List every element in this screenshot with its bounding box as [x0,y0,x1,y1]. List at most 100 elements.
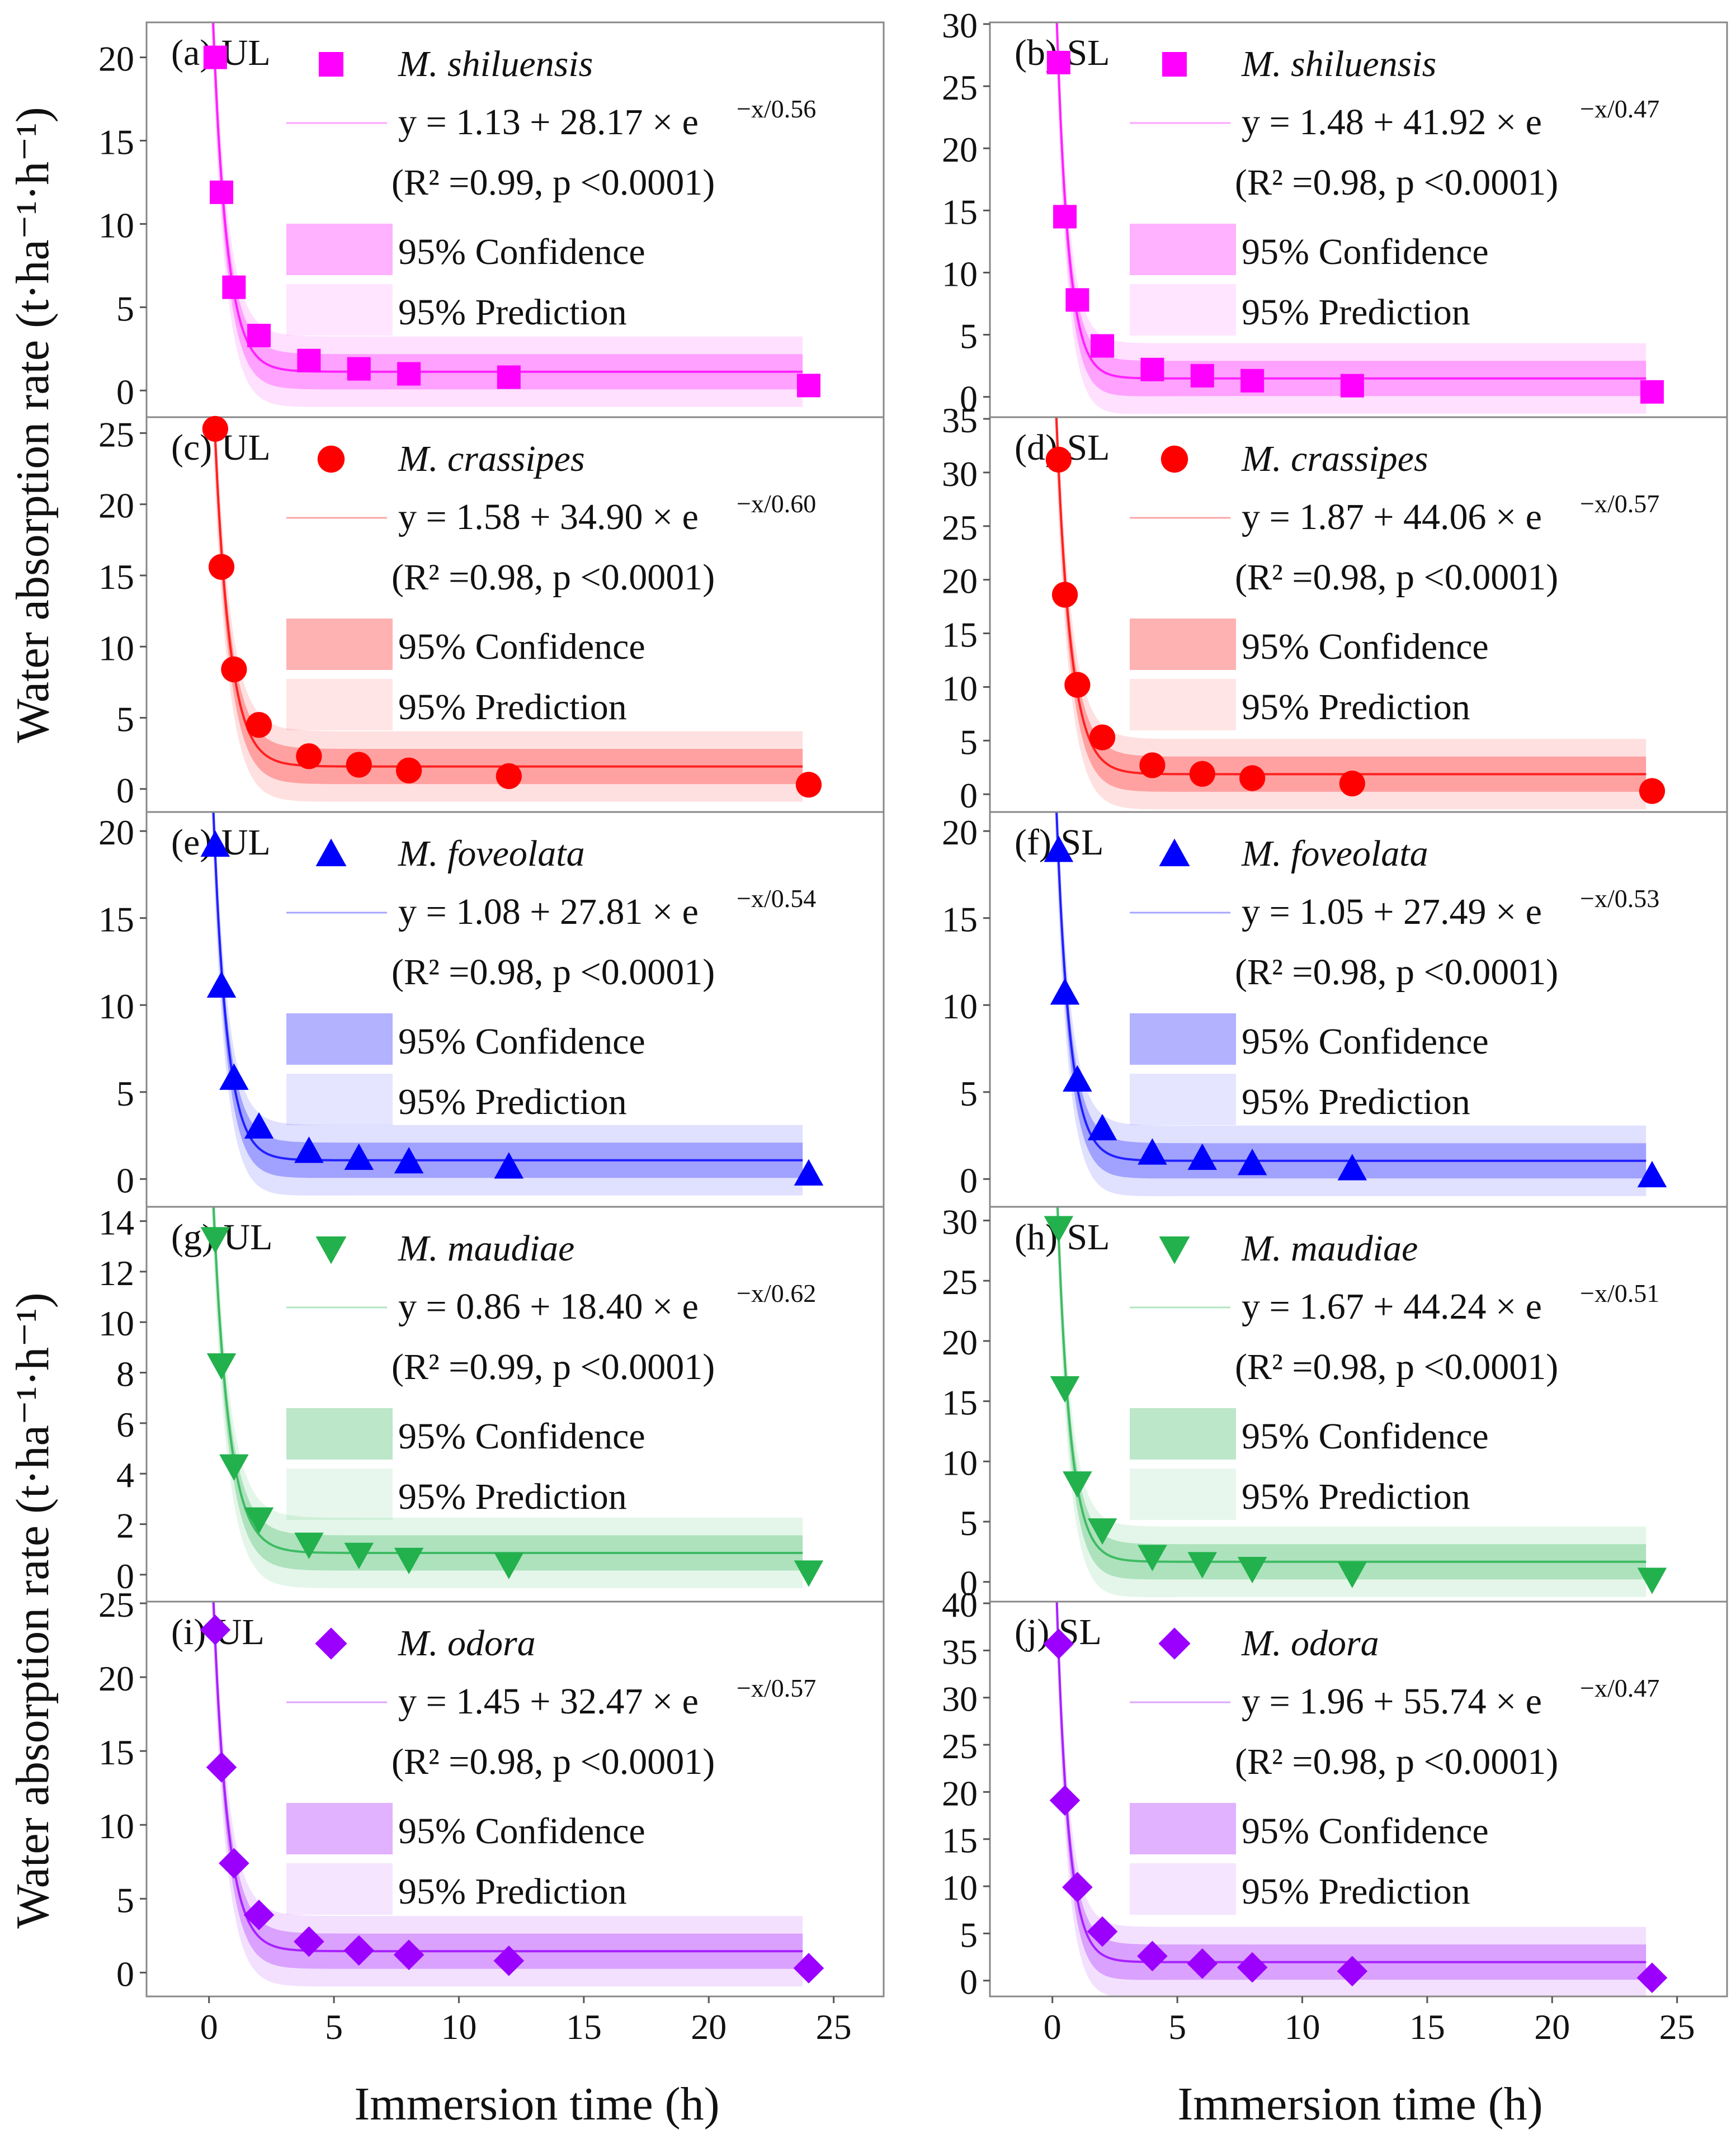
legend-stats: (R² =0.98, p <0.0001) [1235,557,1558,598]
legend-confidence-swatch [1130,1408,1236,1460]
legend-prediction-swatch [286,284,393,336]
legend-species: M. foveolata [398,833,585,874]
data-point [1063,1065,1092,1092]
x-tick-label: 20 [691,2007,727,2047]
data-point [244,1507,274,1534]
data-point [243,1900,275,1930]
data-point [294,1532,324,1559]
confidence-band [1056,1207,1647,1580]
y-tick-label: 10 [98,205,134,245]
prediction-band [1054,812,1647,1196]
legend-stats: (R² =0.98, p <0.0001) [391,952,715,993]
data-point [1337,1561,1367,1588]
data-point [1087,1916,1118,1947]
y-tick-label: 15 [942,192,978,232]
data-point [795,772,822,798]
plot-frame [145,1600,885,1998]
legend-confidence-label: 95% Confidence [1242,232,1489,272]
x-tick-label: 25 [816,2007,852,2047]
data-point [219,1063,249,1090]
data-point [344,1542,374,1569]
data-point [796,374,820,398]
legend-equation: y = 1.87 + 44.06 × e [1242,497,1542,537]
data-point [206,1353,237,1380]
legend-confidence-label: 95% Confidence [1242,1811,1489,1852]
data-point [494,1152,524,1179]
data-point [200,830,230,857]
data-point [206,1751,237,1783]
legend-confidence-label: 95% Confidence [1242,626,1489,667]
legend-stats: (R² =0.98, p <0.0001) [1235,162,1558,203]
legend-prediction-swatch [1130,1469,1236,1520]
legend-prediction-label: 95% Prediction [1242,1082,1470,1122]
data-point [1050,978,1080,1005]
legend-equation-exponent: −x/0.54 [737,884,816,913]
data-point [1190,363,1214,388]
legend-confidence-swatch [1130,619,1236,670]
legend-equation: y = 1.08 + 27.81 × e [398,891,699,932]
legend-species: M. maudiae [398,1228,574,1269]
y-tick-label: 20 [942,1323,978,1362]
data-point [497,365,521,389]
legend-equation-exponent: −x/0.57 [1580,489,1659,518]
y-tick-label: 0 [960,776,978,815]
legend-confidence-label: 95% Confidence [1242,1416,1489,1457]
legend-species: M. shiluensis [398,44,593,84]
y-tick-label: 0 [116,1160,134,1200]
x-tick-label: 15 [1409,2007,1445,2047]
y-tick-label: 0 [960,379,978,418]
data-point [200,1227,230,1254]
y-tick-label: 25 [942,508,978,547]
data-point [1062,1872,1093,1903]
confidence-band [1055,812,1647,1179]
legend-marker [1162,52,1187,77]
legend-prediction-label: 95% Prediction [398,687,627,728]
legend-stats: (R² =0.98, p <0.0001) [1235,1347,1558,1387]
y-tick-label: 25 [942,1726,978,1766]
y-tick-label: 10 [942,986,978,1026]
data-point [1139,752,1166,778]
y-tick-label: 10 [98,1304,134,1343]
data-point [1240,369,1265,393]
data-point [1337,1154,1367,1181]
y-tick-label: 10 [942,1868,978,1908]
y-tick-label: 20 [98,813,134,852]
legend-prediction-label: 95% Prediction [1242,687,1470,728]
y-tick-label: 0 [116,372,134,412]
y-tick-label: 5 [960,1915,978,1954]
y-tick-label: 30 [942,454,978,494]
y-tick-label: 0 [116,1954,134,1994]
legend-equation-exponent: −x/0.62 [737,1279,816,1307]
legend-equation-exponent: −x/0.47 [1580,95,1659,123]
legend-prediction-swatch [1130,284,1236,336]
data-point [1043,1628,1074,1659]
y-axis-label-bottom: Water absorption rate (t·ha⁻¹·h⁻¹) [7,1292,59,1929]
y-tick-label: 15 [942,1383,978,1423]
legend-equation-exponent: −x/0.57 [737,1674,816,1702]
y-tick-label: 5 [116,289,134,328]
y-tick-label: 15 [98,557,134,597]
legend-confidence-swatch [286,224,393,275]
prediction-band [1055,1602,1647,1996]
legend-equation: y = 1.45 + 32.47 × e [398,1681,699,1722]
prediction-band [211,1207,803,1588]
confidence-band [212,1602,803,1969]
y-tick-label: 20 [98,486,134,526]
data-point [202,416,228,442]
legend-marker [1159,838,1190,866]
data-point [1339,770,1365,797]
legend-marker [317,445,345,473]
legend-marker [1158,1627,1191,1660]
x-tick-label: 20 [1534,2007,1570,2047]
y-tick-label: 2 [116,1506,134,1546]
data-point [1045,446,1072,473]
data-point [208,554,235,580]
data-point [1044,835,1074,862]
legend-prediction-swatch [1130,679,1236,730]
legend-confidence-label: 95% Confidence [398,1416,645,1457]
